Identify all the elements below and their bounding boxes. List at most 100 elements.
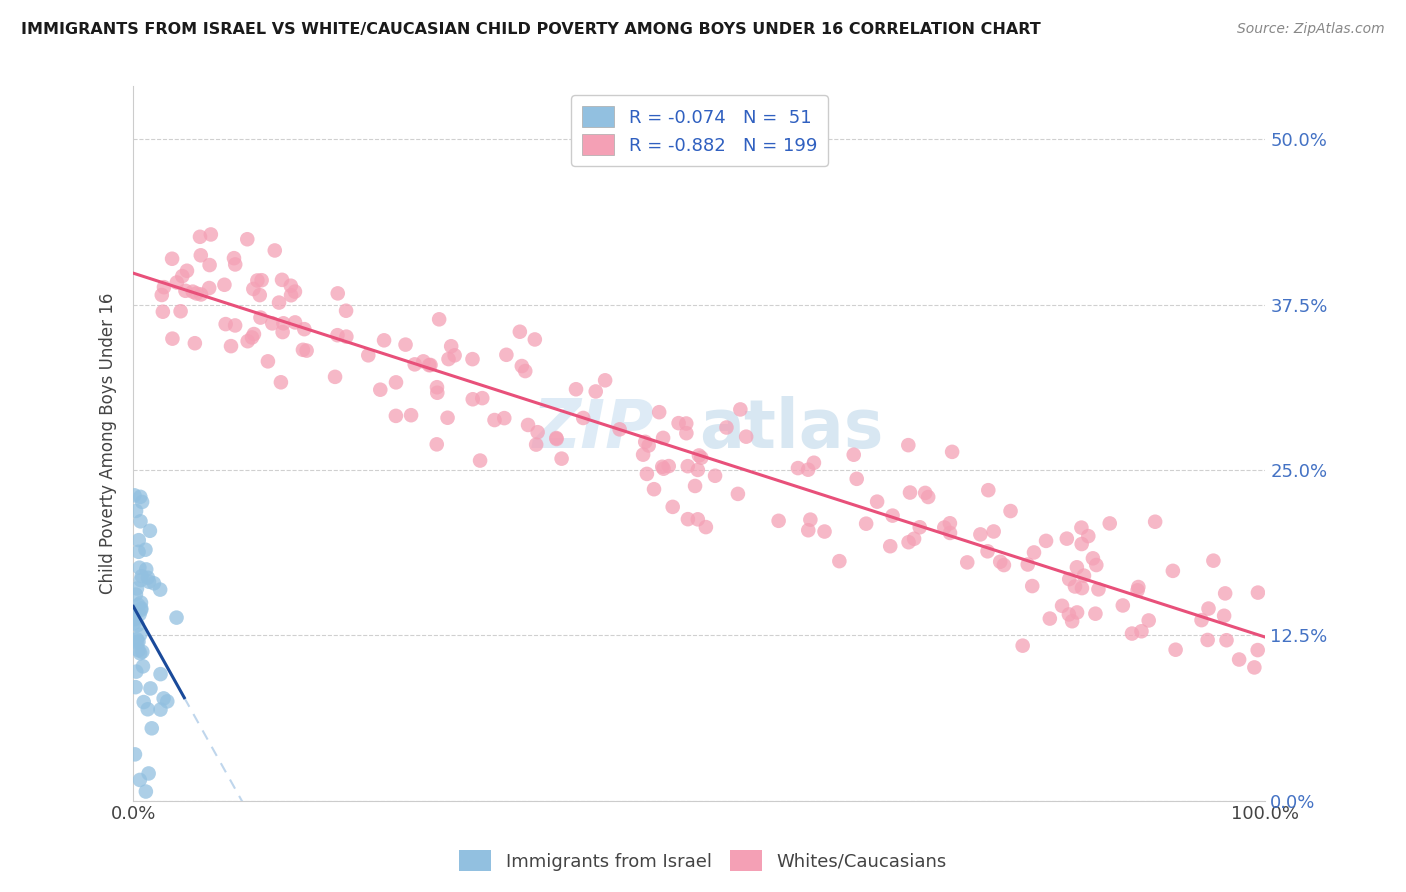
Point [246, 273, 269, 287]
Point [125, 632, 148, 647]
Point [917, 490, 939, 504]
Point [169, 304, 191, 318]
Point [250, 273, 273, 287]
Point [1062, 614, 1084, 628]
Point [323, 369, 346, 384]
Point [200, 227, 222, 242]
Point [141, 721, 163, 735]
Point [394, 337, 416, 351]
Point [262, 317, 284, 331]
Point [224, 318, 246, 333]
Point [124, 615, 146, 630]
Point [186, 286, 208, 301]
Point [855, 516, 877, 531]
Point [125, 582, 148, 596]
Point [1243, 660, 1265, 674]
Point [128, 545, 150, 559]
Point [166, 276, 188, 290]
Point [688, 449, 710, 463]
Point [969, 527, 991, 541]
Point [1066, 606, 1088, 620]
Point [787, 461, 810, 475]
Point [270, 376, 292, 390]
Point [152, 691, 174, 706]
Point [412, 354, 434, 368]
Point [138, 574, 160, 589]
Point [652, 431, 675, 445]
Point [1022, 545, 1045, 559]
Point [695, 520, 717, 534]
Point [1035, 533, 1057, 548]
Point [129, 596, 152, 610]
Point [676, 512, 699, 526]
Point [593, 373, 616, 387]
Point [1064, 579, 1087, 593]
Point [1247, 585, 1270, 599]
Point [572, 411, 595, 425]
Point [427, 312, 450, 326]
Point [198, 258, 221, 272]
Point [546, 431, 568, 445]
Point [1011, 639, 1033, 653]
Point [683, 479, 706, 493]
Point [939, 516, 962, 531]
Point [152, 304, 174, 318]
Point [129, 628, 152, 642]
Point [236, 232, 259, 246]
Point [149, 667, 172, 681]
Point [1202, 554, 1225, 568]
Point [139, 524, 162, 538]
Point [1057, 572, 1080, 586]
Point [658, 459, 681, 474]
Point [797, 463, 820, 477]
Point [585, 384, 607, 399]
Point [291, 343, 314, 357]
Point [524, 437, 547, 451]
Point [631, 448, 654, 462]
Point [1130, 624, 1153, 639]
Point [1070, 537, 1092, 551]
Point [1164, 642, 1187, 657]
Legend: R = -0.074   N =  51, R = -0.882   N = 199: R = -0.074 N = 51, R = -0.882 N = 199 [571, 95, 828, 166]
Point [898, 485, 921, 500]
Point [125, 665, 148, 679]
Point [1128, 580, 1150, 594]
Point [1098, 516, 1121, 531]
Point [326, 286, 349, 301]
Point [908, 520, 931, 534]
Point [690, 450, 713, 465]
Point [879, 539, 901, 553]
Point [240, 330, 263, 344]
Point [686, 512, 709, 526]
Point [136, 571, 159, 585]
Point [813, 524, 835, 539]
Point [190, 287, 212, 301]
Point [249, 310, 271, 325]
Point [668, 416, 690, 430]
Point [219, 339, 242, 353]
Point [142, 576, 165, 591]
Point [799, 513, 821, 527]
Point [797, 523, 820, 537]
Point [426, 380, 449, 394]
Point [125, 588, 148, 602]
Point [153, 280, 176, 294]
Point [845, 472, 868, 486]
Point [1197, 632, 1219, 647]
Point [128, 643, 150, 657]
Point [426, 385, 449, 400]
Point [510, 359, 533, 373]
Point [1021, 579, 1043, 593]
Point [1081, 551, 1104, 566]
Point [426, 437, 449, 451]
Point [418, 358, 440, 372]
Point [1191, 613, 1213, 627]
Point [828, 554, 851, 568]
Point [652, 461, 675, 475]
Point [128, 772, 150, 787]
Point [129, 514, 152, 528]
Point [735, 430, 758, 444]
Point [124, 747, 146, 762]
Point [124, 680, 146, 694]
Point [1137, 614, 1160, 628]
